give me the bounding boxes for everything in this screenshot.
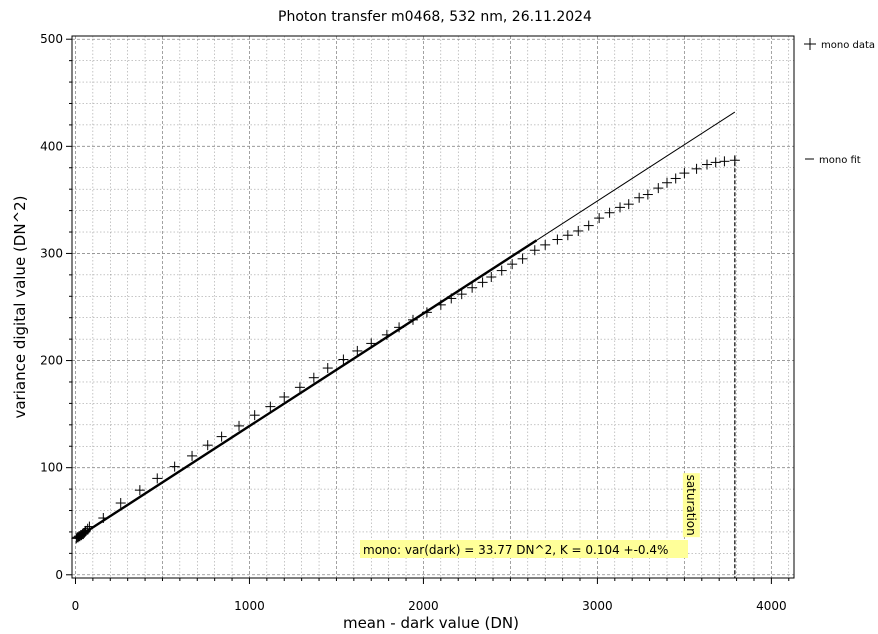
data-point [84,521,95,532]
saturation-label-bg [682,473,700,538]
data-point [234,420,245,431]
x-tick-label: 4000 [756,599,787,613]
grid [72,36,794,578]
data-point [294,382,305,393]
data-point [265,401,276,412]
legend-entry-mono-fit: mono fit [805,155,861,166]
data-point [446,293,457,304]
data-point [82,523,93,534]
data-point [583,220,594,231]
axis-ticks: 0 1000 2000 3000 4000 0 100 200 300 400 500 [40,32,790,613]
data-point [710,157,721,168]
y-axis-label: variance digital value (DN^2) [11,195,29,418]
data-point [352,345,363,356]
legend-label-mono-fit: mono fit [819,155,861,166]
data-point [477,277,488,288]
data-point [308,372,319,383]
data-point [202,440,213,451]
data-point [322,363,333,374]
data-point [115,498,126,509]
data-point [467,282,478,293]
chart-title: Photon transfer m0468, 532 nm, 26.11.202… [278,9,592,25]
data-point [134,485,145,496]
data-point [216,431,227,442]
y-tick-label: 400 [40,139,63,153]
data-point [407,314,418,325]
data-point [661,177,672,188]
data-point [381,329,392,340]
data-point [562,230,573,241]
data-point [719,156,730,167]
data-point [435,299,446,310]
data-point [615,202,626,213]
fit-annotation-bg [360,540,688,558]
data-point [702,159,713,170]
data-point [152,473,163,484]
data-point [573,225,584,236]
data-point [679,168,690,179]
x-tick-label: 2000 [408,599,439,613]
data-point [486,272,497,283]
y-tick-label: 300 [40,246,63,260]
data-point [691,163,702,174]
data-point [366,338,377,349]
legend-entry-mono-data: mono data [804,38,875,51]
data-point [540,239,551,250]
data-point [249,410,260,421]
data-point [98,513,109,524]
x-tick-label: 0 [72,599,80,613]
data-point [552,234,563,245]
data-point [594,213,605,224]
data-point [517,253,528,264]
fit-line-fitted-range [74,239,538,540]
legend: mono data mono fit [804,38,875,166]
data-point [634,192,645,203]
data-point [529,245,540,256]
data-points-group [71,155,740,544]
x-tick-label: 1000 [234,599,265,613]
data-point [496,265,507,276]
data-point [187,450,198,461]
data-point [507,259,518,270]
data-point [604,207,615,218]
legend-label-mono-data: mono data [821,40,875,51]
x-tick-label: 3000 [582,599,613,613]
y-tick-label: 100 [40,461,63,475]
y-tick-label: 0 [55,568,63,582]
fit-annotation: mono: var(dark) = 33.77 DN^2, K = 0.104 … [363,543,668,557]
saturation-label: saturation [684,475,698,536]
plot-frame [71,35,795,579]
x-axis-label: mean - dark value (DN) [343,614,519,632]
data-point [623,199,634,210]
data-point [642,189,653,200]
y-tick-label: 500 [40,32,63,46]
y-tick-label: 200 [40,354,63,368]
data-point [670,173,681,184]
data-point [653,183,664,194]
data-point [394,322,405,333]
data-point [169,461,180,472]
saturation-group: saturation [682,156,736,578]
data-point [279,391,290,402]
data-point [338,354,349,365]
data-point [421,307,432,318]
fit-line-group [74,111,736,540]
data-point [456,289,467,300]
